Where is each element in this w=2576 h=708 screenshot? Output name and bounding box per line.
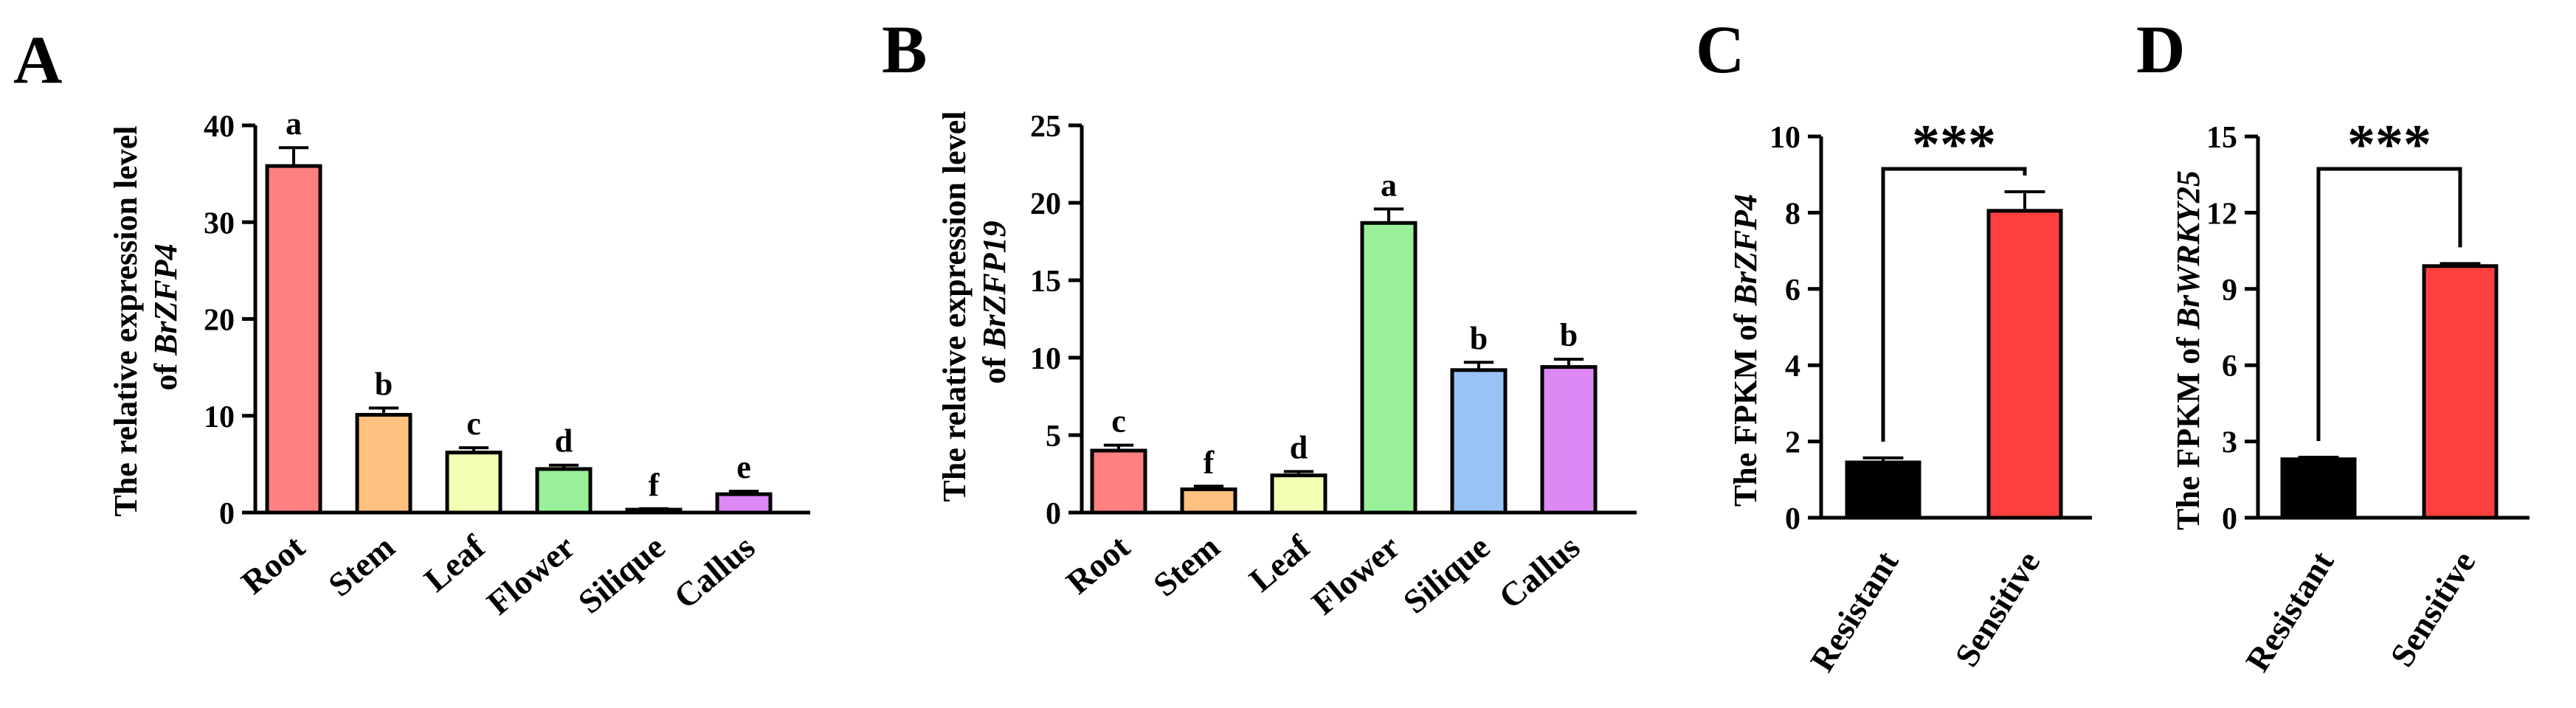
y-tick-label: 8 bbox=[1785, 197, 1800, 231]
y-tick-label: 6 bbox=[2222, 350, 2237, 384]
significance-letter: b bbox=[375, 366, 393, 402]
bar-chart-c: 0 2 4 6 8 10 Resistant Sensitive *** bbox=[1769, 114, 2092, 678]
category-label: Callus bbox=[1492, 528, 1587, 617]
bar bbox=[355, 412, 412, 515]
y-tick-label: 10 bbox=[1769, 121, 1800, 155]
y-tick-label: 25 bbox=[1030, 110, 1061, 144]
y-tick-label: 20 bbox=[204, 304, 235, 338]
significance-letter: c bbox=[466, 406, 481, 442]
y-tick-label: 30 bbox=[204, 206, 235, 240]
y-axis-label-b-line2: of BrZFP19 bbox=[976, 221, 1012, 384]
significance-letter: a bbox=[286, 105, 302, 142]
bar bbox=[1090, 448, 1147, 515]
significance-letter: c bbox=[1111, 403, 1126, 440]
y-tick-label: 9 bbox=[2222, 274, 2237, 308]
y-axis-label-c-gene: BrZFP4 bbox=[1727, 194, 1764, 307]
bar bbox=[1270, 473, 1327, 515]
significance-letter: f bbox=[649, 467, 660, 503]
significance-letter: d bbox=[555, 423, 573, 459]
y-tick-label: 0 bbox=[1046, 497, 1061, 531]
bar bbox=[265, 164, 322, 515]
significance-bracket bbox=[2316, 167, 2462, 441]
panel-letter-b: B bbox=[882, 12, 927, 87]
y-axis-label-a-gene: BrZFP4 bbox=[148, 243, 184, 356]
category-label: Silique bbox=[1396, 528, 1497, 621]
bar bbox=[1845, 460, 1921, 520]
y-axis-label-a: The relative expression level of BrZFP4 bbox=[108, 118, 184, 517]
y-axis-label-a-prefix: of bbox=[148, 355, 184, 391]
bar-chart-a: 0 10 20 30 40 a Root b Stem c Leaf d Flower f Silique e… bbox=[204, 105, 810, 622]
y-axis-label-d-prefix: The FPKM of bbox=[2170, 329, 2206, 530]
panel-letter-c: C bbox=[1696, 12, 1744, 87]
bar bbox=[715, 492, 773, 515]
y-axis-label-b-prefix: of bbox=[976, 349, 1012, 384]
bar bbox=[2280, 457, 2357, 520]
bar bbox=[1180, 487, 1237, 515]
category-label: Sensitive bbox=[1947, 544, 2047, 673]
significance-letter: e bbox=[736, 449, 751, 485]
bar bbox=[1986, 209, 2063, 520]
y-tick-label: 15 bbox=[2206, 121, 2237, 155]
y-axis-label-d: The FPKM of BrWRKY25 bbox=[2170, 170, 2206, 530]
bar bbox=[1540, 365, 1598, 515]
category-label: Silique bbox=[571, 528, 672, 621]
significance-stars: *** bbox=[1912, 114, 1996, 176]
y-tick-label: 10 bbox=[204, 400, 235, 434]
significance-letter: f bbox=[1204, 444, 1215, 480]
y-axis-label-c: The FPKM of BrZFP4 bbox=[1727, 194, 1764, 507]
significance-letter: b bbox=[1470, 320, 1488, 356]
category-label: Callus bbox=[667, 528, 762, 617]
y-tick-label: 40 bbox=[204, 110, 235, 144]
significance-letter: d bbox=[1290, 429, 1308, 465]
y-axis-label-b: The relative expression level of BrZFP19 bbox=[936, 103, 1012, 502]
y-tick-label: 20 bbox=[1030, 187, 1061, 221]
category-label: Flower bbox=[1305, 528, 1406, 622]
category-label: Resistant bbox=[1803, 544, 1906, 678]
significance-letter: b bbox=[1560, 317, 1578, 353]
bar-chart-d: 0 3 6 9 12 15 Resistant Sensitive *** bbox=[2206, 114, 2530, 678]
y-tick-label: 10 bbox=[1030, 342, 1061, 376]
y-tick-label: 0 bbox=[2222, 502, 2237, 536]
y-axis-label-b-line1: The relative expression level bbox=[936, 111, 973, 502]
category-label: Root bbox=[1059, 527, 1137, 601]
y-tick-label: 15 bbox=[1030, 265, 1061, 299]
y-tick-label: 0 bbox=[1785, 502, 1800, 536]
significance-letter: a bbox=[1381, 167, 1397, 203]
bar-chart-b: 0 5 10 15 20 25 c Root f Stem d Leaf a Flower b Silique… bbox=[1030, 110, 1637, 622]
bar bbox=[1450, 368, 1508, 515]
category-label: Root bbox=[234, 527, 312, 601]
panel-letter-a: A bbox=[13, 22, 62, 97]
category-label: Leaf bbox=[417, 527, 492, 599]
significance-stars: *** bbox=[2347, 114, 2431, 176]
significance-bracket bbox=[1881, 167, 2027, 442]
y-tick-label: 12 bbox=[2206, 197, 2237, 231]
category-label: Stem bbox=[1146, 528, 1226, 604]
bar bbox=[1360, 221, 1418, 515]
bar bbox=[445, 451, 503, 515]
category-label: Resistant bbox=[2238, 544, 2341, 678]
y-tick-label: 2 bbox=[1785, 426, 1800, 460]
y-tick-label: 5 bbox=[1046, 420, 1061, 454]
category-label: Flower bbox=[480, 528, 581, 622]
y-axis-label-a-line2: of BrZFP4 bbox=[148, 243, 184, 390]
bar bbox=[2422, 264, 2499, 520]
bar bbox=[535, 467, 593, 515]
y-axis-label-c-prefix: The FPKM of bbox=[1727, 306, 1764, 507]
y-axis-label-b-gene: BrZFP19 bbox=[976, 221, 1012, 350]
panel-letter-d: D bbox=[2136, 12, 2185, 87]
y-tick-label: 6 bbox=[1785, 274, 1800, 308]
category-label: Sensitive bbox=[2383, 544, 2482, 673]
y-axis-label-a-line1: The relative expression level bbox=[108, 126, 144, 517]
category-label: Leaf bbox=[1242, 527, 1317, 599]
category-label: Stem bbox=[321, 528, 401, 604]
y-tick-label: 3 bbox=[2222, 426, 2237, 460]
y-axis-label-d-gene: BrWRKY25 bbox=[2170, 170, 2206, 330]
y-tick-label: 4 bbox=[1785, 350, 1800, 384]
y-tick-label: 0 bbox=[219, 497, 235, 531]
